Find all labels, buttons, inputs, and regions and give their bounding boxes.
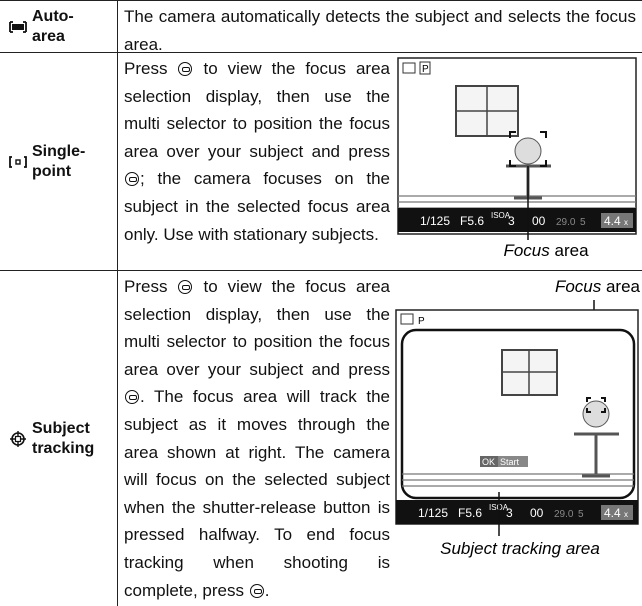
ok-button-icon	[249, 583, 264, 598]
single-point-icon	[9, 155, 27, 168]
description-text: . The focus area will track the subject …	[124, 387, 390, 600]
description-text: to view the focus area selection display…	[124, 277, 390, 379]
screen-battery: 5	[580, 217, 586, 228]
label-cell: Subject tracking	[0, 271, 118, 606]
screen-shutter: 1/125	[420, 214, 450, 228]
screen-count: 00	[530, 506, 544, 520]
screen-battery: 5	[578, 509, 584, 520]
label-line: area	[32, 27, 65, 45]
label-cell: Single-point	[0, 53, 118, 270]
screen-aperture: F5.6	[460, 214, 484, 228]
screen-count: 00	[532, 214, 546, 228]
screen-zoom: x	[624, 218, 628, 227]
screen-aperture: F5.6	[458, 506, 482, 520]
screen-ok: OK	[482, 457, 495, 467]
description-text: Press	[124, 277, 178, 296]
caption-emphasis: Focus	[555, 277, 602, 296]
screen-battery: 29.0	[554, 509, 574, 520]
label-line: tracking	[32, 439, 95, 457]
screen-zoom: 4.4	[604, 506, 621, 520]
screen-zoom: 4.4	[604, 214, 621, 228]
description-text: ; the camera focuses on the subject in t…	[124, 169, 390, 244]
screen-count: 3	[508, 214, 515, 228]
caption: Subject tracking area	[440, 539, 600, 558]
caption-text: area	[555, 241, 590, 260]
table-row: Auto-area The camera automatically detec…	[0, 0, 642, 54]
ok-button-icon	[125, 390, 139, 405]
screen-illustration: Focus area P OK Start 1/125 F5.6 ISOA 3 …	[395, 277, 641, 558]
screen-zoom: x	[624, 510, 628, 519]
description: Press to view the focus area selection d…	[124, 273, 390, 604]
screen-count: 3	[506, 506, 513, 520]
ok-button-icon	[125, 172, 139, 187]
label-cell: Auto-area	[0, 1, 118, 52]
caption: Focus area	[503, 241, 589, 260]
caption: Focus area	[555, 277, 641, 296]
description-text: to view the focus area selection display…	[124, 59, 390, 161]
description-text: .	[264, 580, 270, 600]
label-line: point	[32, 162, 72, 180]
label-line: Single-	[32, 142, 86, 160]
description-text: Press	[124, 59, 178, 78]
label-line: Subject	[32, 419, 90, 437]
screen-illustration: P 1/125 F5.6 ISOA 3 00 29.0 5 4.4 x Focu…	[397, 57, 637, 260]
screen-shutter: 1/125	[418, 506, 448, 520]
screen-start: Start	[500, 457, 520, 467]
subject-tracking-icon	[10, 430, 26, 447]
screen-mode: P	[422, 64, 429, 75]
screen-iso: ISOA	[491, 211, 511, 220]
ok-button-icon	[178, 62, 193, 76]
mode-label: Subject tracking	[32, 419, 94, 459]
table-row: Single-point Press to view the focus are…	[0, 52, 642, 270]
ok-button-icon	[178, 280, 193, 294]
label-line: Auto-	[32, 7, 74, 25]
table-row: Subject tracking Press to view the focus …	[0, 270, 642, 606]
screen-mode: P	[418, 316, 425, 327]
caption-text: area	[606, 277, 641, 296]
mode-label: Auto-area	[32, 7, 74, 47]
description: The camera automatically detects the sub…	[124, 3, 636, 58]
auto-area-icon	[9, 20, 27, 33]
screen-battery: 29.0	[556, 217, 576, 228]
mode-label: Single-point	[32, 142, 85, 182]
description: Press to view the focus area selection d…	[124, 55, 390, 248]
description-text: The camera automatically detects the sub…	[124, 7, 636, 54]
caption-emphasis: Focus	[503, 241, 550, 260]
